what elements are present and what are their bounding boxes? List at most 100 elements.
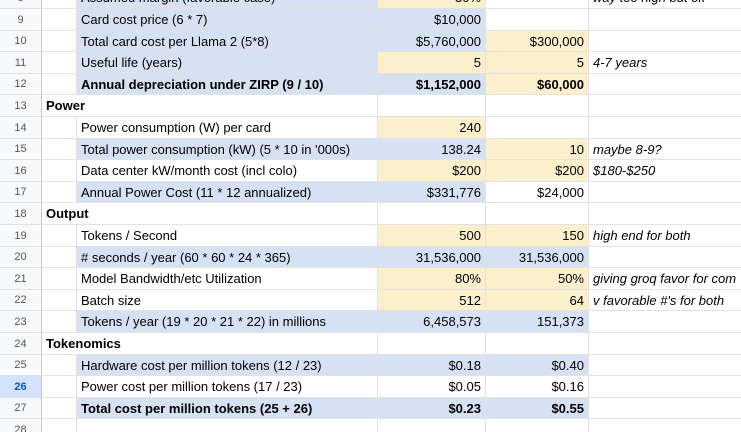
row-number: 9 (0, 9, 42, 31)
value-cell: $0.16 (486, 376, 589, 398)
row-label: Hardware cost per million tokens (12 / 2… (77, 355, 378, 376)
value-cell (486, 419, 589, 432)
row-number: 18 (0, 203, 42, 225)
note-cell: way too high but ok (589, 0, 741, 9)
cell (42, 355, 77, 376)
row-number: 21 (0, 268, 42, 290)
row-label: Model Bandwidth/etc Utilization (77, 268, 378, 290)
value-cell: $300,000 (486, 31, 589, 52)
cell (42, 311, 77, 333)
value-cell: $10,000 (378, 9, 486, 31)
row-label: Annual depreciation under ZIRP (9 / 10) (77, 74, 378, 95)
value-cell: 512 (378, 290, 486, 311)
row-number: 15 (0, 139, 42, 160)
row-number: 27 (0, 398, 42, 419)
value-cell: 50% (486, 268, 589, 290)
cell (42, 247, 77, 268)
note-cell (589, 31, 741, 52)
row-number: 14 (0, 117, 42, 139)
value-cell (486, 117, 589, 139)
cell (42, 139, 77, 160)
cell (42, 52, 77, 74)
row-number: 23 (0, 311, 42, 333)
note-cell (589, 311, 741, 333)
value-cell: $200 (378, 160, 486, 182)
row-label: Total power consumption (kW) (5 * 10 in … (77, 139, 378, 160)
value-cell: 6,458,573 (378, 311, 486, 333)
section-header: Output (42, 203, 378, 225)
cell (589, 95, 741, 117)
note-cell (589, 355, 741, 376)
row-label: Card cost price (6 * 7) (77, 9, 378, 31)
cell (486, 95, 589, 117)
cell (378, 95, 486, 117)
cell (42, 9, 77, 31)
value-cell: 31,536,000 (378, 247, 486, 268)
cell (42, 0, 77, 9)
note-cell: high end for both (589, 225, 741, 247)
row-label: Power cost per million tokens (17 / 23) (77, 376, 378, 398)
section-header: Power (42, 95, 378, 117)
cell (378, 203, 486, 225)
section-header: Tokenomics (42, 333, 378, 355)
value-cell: 151,373 (486, 311, 589, 333)
value-cell (378, 419, 486, 432)
value-cell: 64 (486, 290, 589, 311)
note-cell (589, 117, 741, 139)
value-cell: 138.24 (378, 139, 486, 160)
row-number: 17 (0, 182, 42, 203)
value-cell: 80% (378, 268, 486, 290)
row-label: Total card cost per Llama 2 (5*8) (77, 31, 378, 52)
value-cell: $5,760,000 (378, 31, 486, 52)
cell (589, 203, 741, 225)
row-number: 13 (0, 95, 42, 117)
value-cell: $0.40 (486, 355, 589, 376)
note-cell: maybe 8-9? (589, 139, 741, 160)
cell (42, 31, 77, 52)
value-cell: 10 (486, 139, 589, 160)
note-cell: v favorable #'s for both (589, 290, 741, 311)
row-label: Batch size (77, 290, 378, 311)
row-number: 26 (0, 376, 42, 398)
value-cell: $0.18 (378, 355, 486, 376)
row-label (77, 419, 378, 432)
row-label: Data center kW/month cost (incl colo) (77, 160, 378, 182)
row-label: Useful life (years) (77, 52, 378, 74)
cell (42, 182, 77, 203)
cell (42, 268, 77, 290)
note-cell (589, 398, 741, 419)
value-cell: $200 (486, 160, 589, 182)
row-number: 22 (0, 290, 42, 311)
note-cell: $180-$250 (589, 160, 741, 182)
note-cell (589, 247, 741, 268)
cell (42, 376, 77, 398)
row-number: 8 (0, 0, 42, 9)
value-cell: $331,776 (378, 182, 486, 203)
cell (42, 290, 77, 311)
row-number: 25 (0, 355, 42, 376)
note-cell (589, 9, 741, 31)
value-cell: $0.05 (378, 376, 486, 398)
value-cell: 31,536,000 (486, 247, 589, 268)
value-cell: 500 (378, 225, 486, 247)
value-cell: $0.23 (378, 398, 486, 419)
row-label: Annual Power Cost (11 * 12 annualized) (77, 182, 378, 203)
row-label: Tokens / year (19 * 20 * 21 * 22) in mil… (77, 311, 378, 333)
value-cell (486, 9, 589, 31)
value-cell (486, 0, 589, 9)
cell (486, 203, 589, 225)
row-label: # seconds / year (60 * 60 * 24 * 365) (77, 247, 378, 268)
cell (42, 74, 77, 95)
cell (42, 160, 77, 182)
cell (378, 333, 486, 355)
cell (589, 333, 741, 355)
value-cell: $24,000 (486, 182, 589, 203)
row-label: Total cost per million tokens (25 + 26) (77, 398, 378, 419)
row-number: 19 (0, 225, 42, 247)
cell (42, 117, 77, 139)
row-label: Tokens / Second (77, 225, 378, 247)
value-cell: 150 (486, 225, 589, 247)
value-cell: 240 (378, 117, 486, 139)
value-cell: $0.55 (486, 398, 589, 419)
